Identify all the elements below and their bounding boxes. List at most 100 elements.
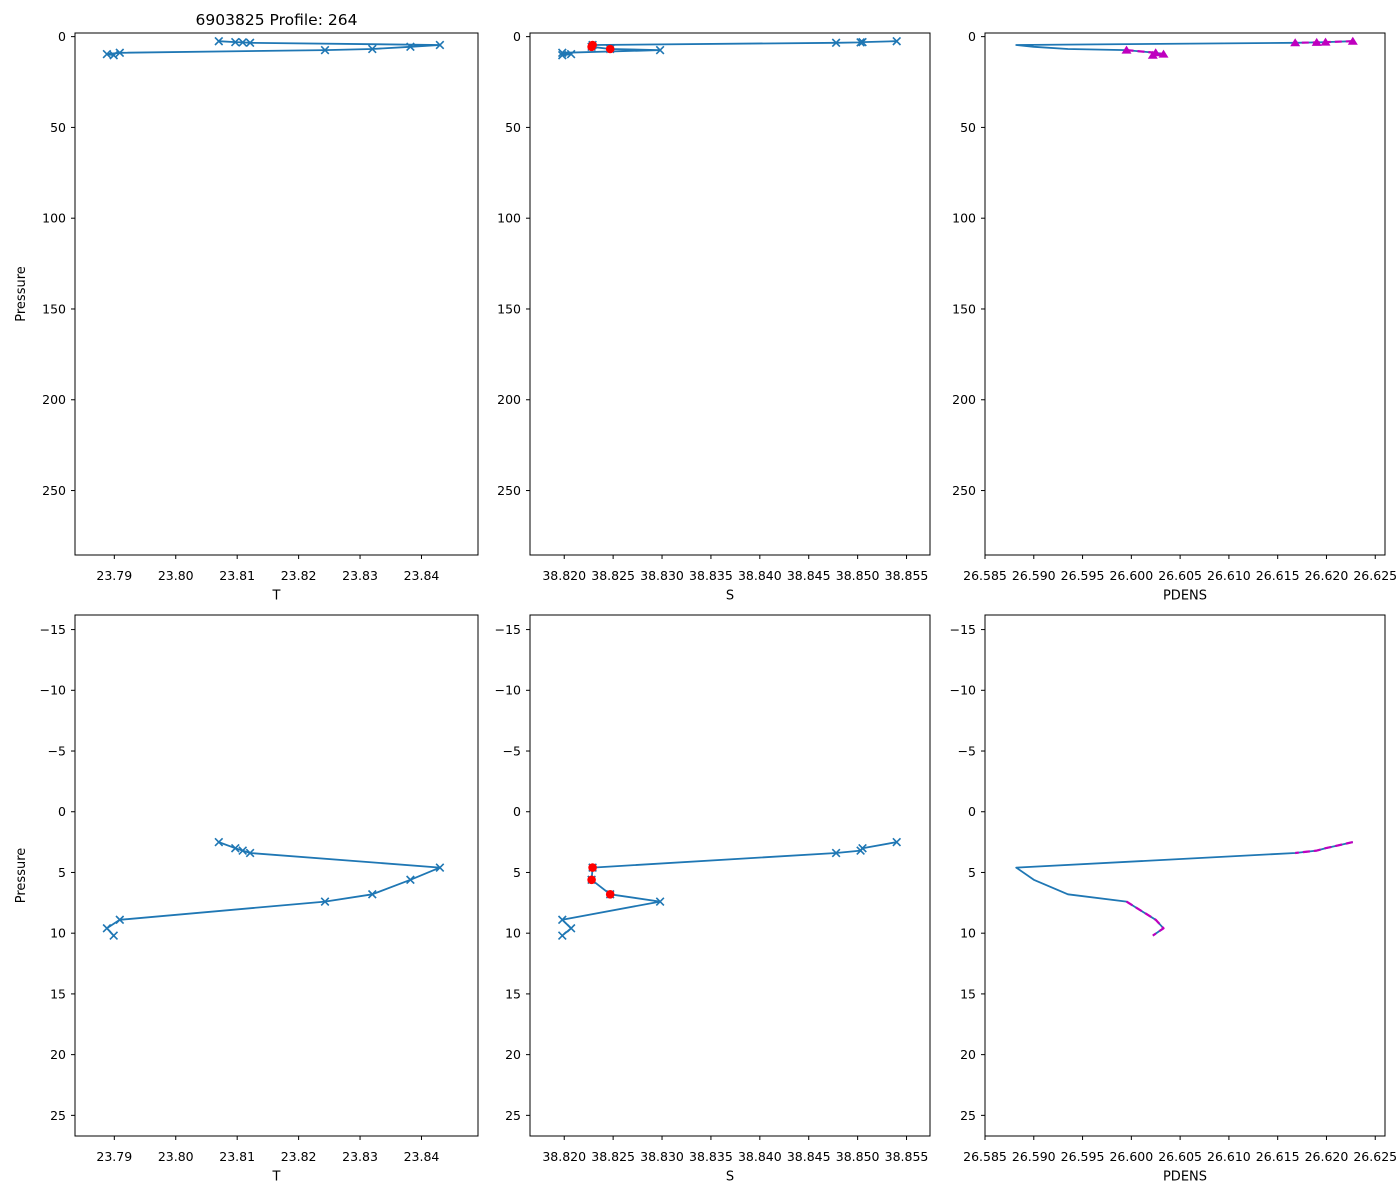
x-axis-label-PDENS: PDENS (1163, 589, 1207, 604)
panel-t-full: 23.79 23.80 23.81 23.82 23.83 23.84 0 50 100 150 2… (14, 29, 479, 604)
x-tick-label: 26.620 (1305, 1149, 1349, 1164)
y-tick-label: 0 (58, 804, 66, 819)
x-marker (238, 38, 248, 47)
x-marker (856, 846, 865, 855)
y-tick-label: 200 (497, 392, 521, 407)
x-marker (102, 923, 112, 933)
plot-box (984, 32, 1386, 556)
y-tick-label: 150 (42, 301, 66, 316)
x-tick-label: 26.595 (1061, 1149, 1105, 1164)
x-tick-label: 38.840 (738, 1149, 782, 1164)
y-tick-label: 20 (50, 1047, 66, 1062)
x-marker (892, 837, 902, 847)
y-tick-label: 250 (952, 483, 976, 498)
x-marker (406, 42, 415, 52)
x-marker (102, 49, 112, 59)
x-marker (115, 48, 125, 58)
y-tick-label: 15 (50, 986, 66, 1001)
x-marker (320, 897, 330, 906)
flagged-point-triangle (1158, 49, 1169, 58)
y-tick-label: 250 (497, 483, 521, 498)
x-tick-label: 38.820 (542, 568, 586, 583)
x-tick-label: 26.590 (1012, 568, 1056, 583)
x-marker (214, 36, 224, 46)
y-tick-label: 100 (952, 211, 976, 226)
x-tick-label: 23.82 (281, 1149, 317, 1164)
y-tick-label: 0 (58, 29, 66, 44)
y-tick-label: 20 (960, 1047, 976, 1062)
profile-line-T (106, 40, 441, 57)
plot-box (984, 614, 1386, 1137)
x-tick-label: 38.855 (885, 568, 929, 583)
x-tick-label: 26.615 (1256, 1149, 1300, 1164)
x-tick-label: 38.845 (787, 568, 831, 583)
x-marker (655, 45, 665, 55)
x-tick-label: 26.610 (1207, 568, 1251, 583)
x-axis-label-PDENS: PDENS (1163, 1170, 1207, 1185)
plot-box (74, 32, 479, 556)
x-tick-label: 38.850 (836, 1149, 880, 1164)
x-tick-label: 38.850 (836, 568, 880, 583)
x-tick-label: 26.625 (1353, 568, 1397, 583)
y-tick-label: 25 (960, 1108, 976, 1123)
plot-box (74, 614, 479, 1137)
x-tick-label: 38.830 (640, 568, 684, 583)
y-tick-label: −5 (503, 743, 521, 758)
y-tick-label: 100 (42, 211, 66, 226)
y-tick-label: 50 (505, 120, 521, 135)
flagged-segment-line (1126, 49, 1165, 57)
y-tick-label: 250 (42, 483, 66, 498)
x-tick-label: 38.855 (885, 1149, 929, 1164)
y-tick-label: 10 (50, 926, 66, 941)
x-marker (115, 915, 125, 925)
y-tick-label: 0 (968, 29, 976, 44)
x-marker (109, 50, 119, 60)
x-marker (320, 45, 330, 55)
y-tick-label: 15 (505, 986, 521, 1001)
x-axis-label-T: T (272, 589, 281, 604)
x-tick-label: 38.825 (591, 1149, 635, 1164)
x-marker (557, 48, 567, 58)
x-tick-label: 23.81 (219, 568, 255, 583)
x-marker (245, 38, 255, 48)
profile-line-PDENS (1015, 841, 1353, 937)
x-marker (435, 863, 445, 872)
x-tick-label: 38.830 (640, 1149, 684, 1164)
x-tick-label: 23.84 (404, 568, 440, 583)
x-tick-label: 23.80 (158, 1149, 194, 1164)
y-axis-label-pressure: Pressure (14, 848, 29, 904)
x-tick-label: 23.80 (158, 568, 194, 583)
x-tick-label: 26.605 (1158, 568, 1202, 583)
x-tick-label: 26.610 (1207, 1149, 1251, 1164)
y-tick-label: 5 (968, 865, 976, 880)
y-tick-label: −15 (495, 622, 521, 637)
x-marker (367, 889, 377, 899)
x-marker (109, 931, 119, 940)
y-tick-label: 10 (505, 926, 521, 941)
x-tick-label: 23.81 (219, 1149, 255, 1164)
flagged-point-dot (588, 863, 597, 872)
x-marker (655, 897, 665, 906)
flagged-segment-line (1295, 841, 1354, 855)
flagged-point-triangle (1147, 50, 1158, 59)
x-tick-label: 26.615 (1256, 568, 1300, 583)
x-marker (238, 846, 248, 855)
x-tick-label: 23.84 (404, 1149, 440, 1164)
x-tick-label: 38.835 (689, 1149, 733, 1164)
y-tick-label: 15 (960, 986, 976, 1001)
flagged-point-triangle (1311, 37, 1322, 46)
figure-title: 6903825 Profile: 264 (195, 11, 358, 29)
plot-box (529, 32, 931, 556)
x-marker (892, 36, 902, 46)
y-axis-label-pressure: Pressure (14, 266, 29, 322)
x-tick-label: 23.83 (342, 568, 378, 583)
x-marker (435, 40, 445, 50)
x-axis-label-S: S (726, 589, 734, 604)
plot-box (529, 614, 931, 1137)
y-tick-label: 50 (960, 120, 976, 135)
y-tick-label: 200 (42, 392, 66, 407)
x-marker (856, 38, 865, 47)
x-tick-label: 38.820 (542, 1149, 586, 1164)
x-tick-label: 26.605 (1158, 1149, 1202, 1164)
